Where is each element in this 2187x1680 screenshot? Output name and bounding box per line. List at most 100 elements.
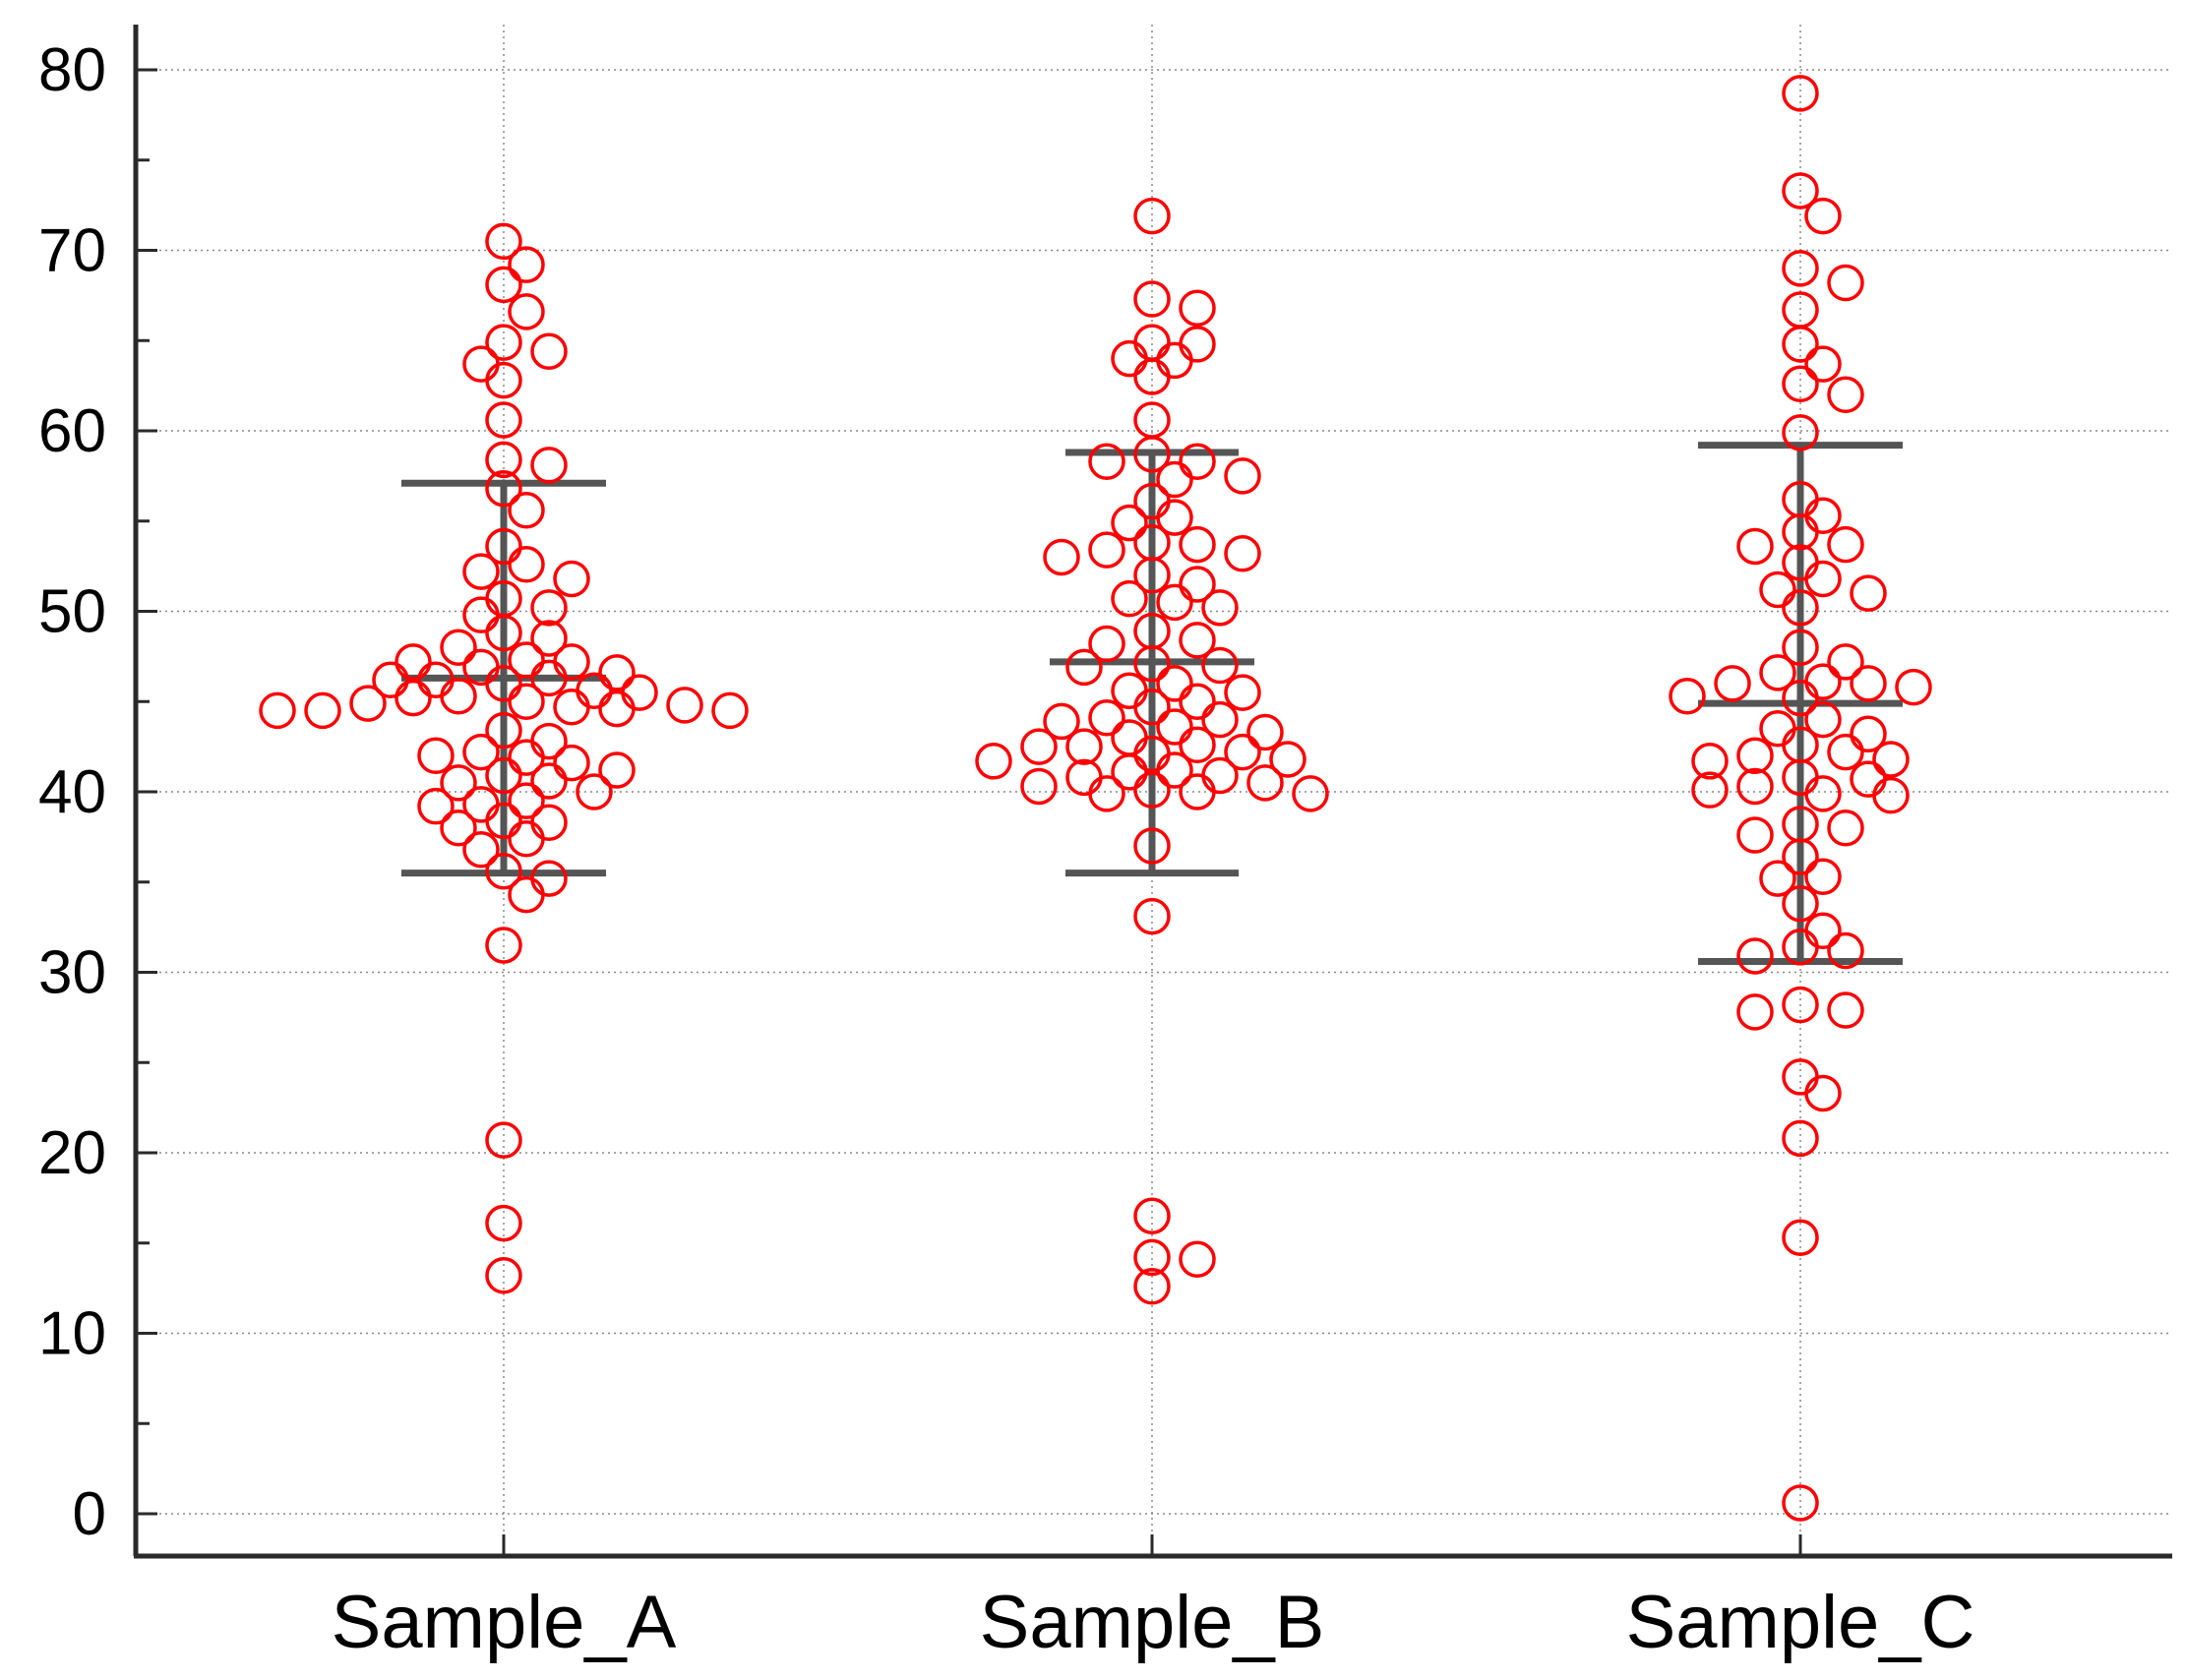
data-point-Sample_C-25 (1850, 665, 1887, 702)
data-point-Sample_B-62 (1133, 897, 1171, 935)
x-category-label-Sample_A: Sample_A (332, 1581, 677, 1664)
data-point-Sample_B-4 (1179, 326, 1216, 363)
data-point-Sample_A-19 (462, 596, 500, 633)
data-point-Sample_A-58 (485, 802, 522, 840)
data-point-Sample_C-47 (1782, 838, 1819, 875)
data-point-Sample_C-24 (1804, 663, 1842, 700)
data-point-Sample_B-33 (1156, 665, 1193, 702)
data-point-Sample_B-59 (1088, 775, 1125, 812)
data-point-Sample_A-14 (508, 546, 545, 583)
data-point-Sample_B-21 (1043, 538, 1080, 576)
data-point-Sample_A-60 (440, 809, 477, 847)
data-point-Sample_C-26 (1714, 665, 1751, 702)
data-point-Sample_A-54 (576, 773, 613, 810)
data-point-Sample_C-57 (1736, 993, 1774, 1031)
data-point-Sample_A-20 (485, 614, 522, 652)
data-point-Sample_B-12 (1224, 457, 1261, 495)
data-point-Sample_C-12 (1804, 497, 1842, 534)
data-point-Sample_C-34 (1827, 733, 1864, 771)
data-point-Sample_A-43 (259, 691, 296, 730)
data-point-Sample_C-52 (1782, 929, 1819, 966)
data-point-Sample_A-31 (485, 665, 522, 702)
data-point-Sample_C-42 (1804, 775, 1842, 812)
data-point-Sample_C-35 (1736, 737, 1774, 775)
data-point-Sample_B-18 (1179, 525, 1216, 564)
data-point-Sample_B-11 (1088, 443, 1125, 480)
data-point-Sample_C-30 (1804, 700, 1842, 739)
data-point-Sample_B-7 (1133, 358, 1171, 395)
data-point-Sample_B-35 (1224, 674, 1261, 711)
data-point-Sample_B-66 (1133, 1268, 1171, 1305)
data-point-Sample_B-29 (1088, 625, 1125, 663)
data-point-Sample_A-49 (553, 744, 590, 782)
data-point-Sample_A-51 (485, 756, 522, 795)
data-point-Sample_C-28 (1669, 677, 1706, 715)
data-point-Sample_A-35 (395, 679, 432, 717)
data-point-Sample_C-51 (1804, 912, 1842, 950)
data-point-Sample_A-63 (485, 852, 522, 890)
data-point-Sample_B-31 (1201, 646, 1239, 685)
data-point-Sample_B-46 (1020, 728, 1058, 765)
data-point-Sample_C-54 (1736, 937, 1774, 975)
data-point-Sample_A-7 (485, 361, 522, 399)
data-point-Sample_C-2 (1804, 197, 1842, 235)
data-point-Sample_B-13 (1156, 460, 1193, 499)
data-point-Sample_A-0 (485, 222, 522, 261)
data-point-Sample_A-69 (485, 1257, 522, 1294)
data-point-Sample_A-53 (440, 764, 477, 802)
data-point-Sample_C-43 (1872, 776, 1910, 814)
data-point-Sample_B-40 (1043, 702, 1080, 741)
data-point-Sample_A-66 (485, 927, 522, 964)
data-point-Sample_C-27 (1895, 668, 1932, 706)
data-point-Sample_C-41 (1691, 771, 1729, 809)
data-point-Sample_A-8 (485, 401, 522, 439)
data-point-Sample_B-30 (1133, 644, 1171, 683)
data-point-Sample_B-19 (1088, 531, 1125, 569)
data-point-Sample_B-10 (1179, 443, 1216, 480)
axis-labels: 0 10 20 30 40 50 60 70 80 Sample_A Sample_B Sample_… (38, 36, 1974, 1664)
data-point-Sample_B-9 (1133, 436, 1171, 473)
data-point-Sample_A-57 (417, 787, 455, 825)
data-point-Sample_C-61 (1782, 1219, 1819, 1256)
data-point-Sample_A-28 (530, 659, 568, 697)
data-point-Sample_A-42 (711, 691, 749, 730)
y-tick-label-0: 0 (73, 1480, 106, 1548)
data-point-Sample_B-42 (1246, 713, 1284, 751)
data-point-Sample_A-23 (508, 641, 545, 679)
data-point-Sample_A-36 (508, 683, 545, 720)
data-points (259, 75, 1932, 1522)
data-point-Sample_A-25 (395, 643, 432, 681)
x-category-label-Sample_B: Sample_B (980, 1581, 1325, 1664)
data-point-Sample_B-49 (1269, 741, 1306, 778)
data-point-Sample_A-21 (530, 620, 568, 657)
y-tick-label-30: 30 (38, 939, 106, 1007)
data-point-Sample_A-40 (598, 690, 636, 728)
data-point-Sample_C-31 (1759, 710, 1796, 748)
data-point-Sample_A-3 (508, 293, 545, 330)
data-point-Sample_C-13 (1782, 513, 1819, 551)
data-point-Sample_A-4 (485, 324, 522, 361)
data-point-Sample_C-1 (1782, 172, 1819, 210)
data-point-Sample_B-24 (1111, 579, 1148, 618)
y-tick-label-70: 70 (38, 217, 106, 285)
data-point-Sample_A-6 (462, 345, 500, 383)
data-point-Sample_B-20 (1224, 535, 1261, 572)
data-point-Sample_B-60 (1292, 775, 1329, 812)
data-point-Sample_B-22 (1133, 557, 1171, 594)
data-point-Sample_A-16 (553, 560, 590, 598)
data-point-Sample_C-29 (1782, 679, 1819, 717)
data-point-Sample_A-12 (508, 491, 545, 529)
data-point-Sample_B-32 (1065, 648, 1103, 687)
data-point-Sample_C-50 (1782, 885, 1819, 923)
data-point-Sample_A-65 (508, 875, 545, 914)
data-point-Sample_A-1 (508, 246, 545, 283)
data-point-Sample_B-0 (1133, 197, 1171, 235)
data-point-Sample_A-61 (508, 819, 545, 858)
data-point-Sample_B-37 (1133, 689, 1171, 726)
data-point-Sample_A-59 (530, 804, 568, 841)
data-point-Sample_A-39 (553, 689, 590, 726)
data-point-Sample_C-9 (1827, 376, 1864, 414)
data-point-Sample_C-19 (1850, 574, 1887, 612)
data-point-Sample_A-2 (485, 266, 522, 304)
